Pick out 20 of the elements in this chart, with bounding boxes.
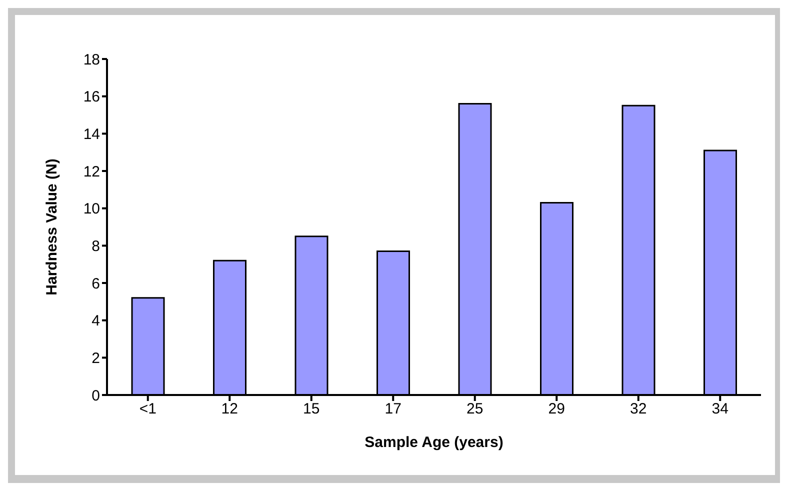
x-tick-label: 32 — [630, 400, 647, 418]
y-tick-label: 6 — [92, 275, 100, 292]
x-tick-label: 15 — [303, 400, 320, 418]
x-tick-label: <1 — [139, 400, 156, 418]
y-tick-label: 0 — [92, 387, 100, 404]
y-tick-label: 18 — [83, 51, 100, 68]
x-axis-title: Sample Age (years) — [364, 434, 504, 451]
y-tick-label: 10 — [83, 200, 100, 218]
y-tick-label: 2 — [92, 350, 100, 367]
x-tick-label: 25 — [466, 400, 484, 418]
y-tick-label: 16 — [83, 88, 100, 106]
y-tick-label: 8 — [92, 238, 100, 255]
y-tick-label: 14 — [83, 126, 100, 143]
x-tick-label: 29 — [548, 400, 565, 418]
y-axis-title: Hardness Value (N) — [43, 158, 60, 296]
y-tick-label: 12 — [83, 163, 100, 180]
x-tick-label: 17 — [384, 400, 402, 418]
x-tick-label: 12 — [221, 400, 238, 418]
y-tick-label: 4 — [92, 312, 100, 330]
x-tick-label: 34 — [712, 400, 728, 418]
